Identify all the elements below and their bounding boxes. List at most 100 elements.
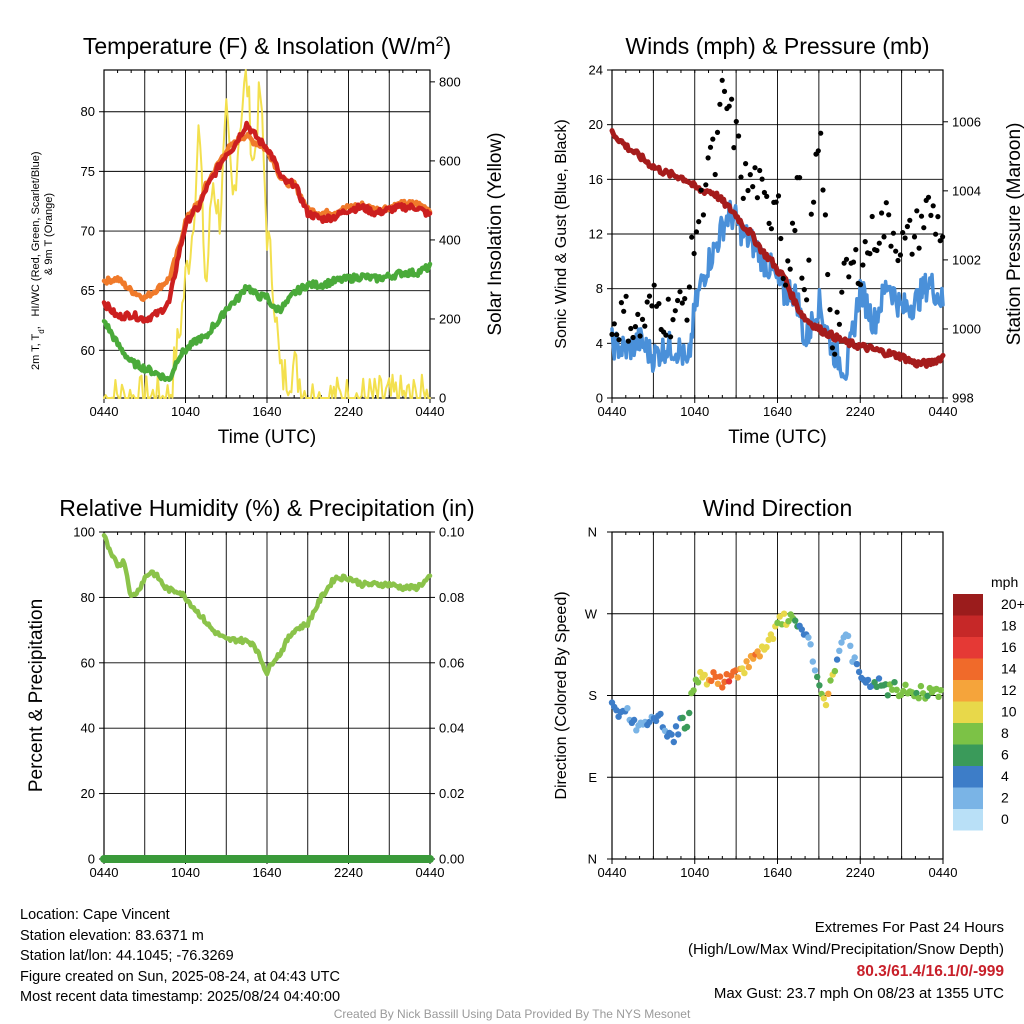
direction-point [820, 695, 827, 702]
y2-tick-label: 800 [439, 74, 461, 89]
y-tick-label: 20 [589, 117, 603, 132]
humidity-precipitation-panel: 0440 1040 1640 2240 0440 Relative Humidity (%… [26, 495, 475, 880]
legend-swatch [953, 658, 983, 680]
legend-label: 18 [1001, 618, 1017, 634]
gust-point [825, 271, 831, 278]
legend-swatch [953, 744, 983, 766]
y2-tick-label: 0.10 [439, 525, 464, 540]
figure-created: Figure created on Sun, 2025-08-24, at 04… [20, 968, 340, 985]
gust-point [921, 225, 927, 231]
extremes-values: 80.3/61.4/16.1/0/-999 [856, 963, 1004, 980]
direction-point [657, 710, 664, 718]
gust-point [721, 88, 728, 94]
gust-point [707, 144, 714, 150]
y-axis-label-line-2: & 9m T (Orange) [43, 193, 55, 275]
y-tick-label: S [588, 688, 597, 703]
direction-point [814, 673, 821, 681]
y-tick-label: N [588, 852, 597, 867]
direction-point [743, 658, 750, 665]
gust-point [900, 230, 906, 236]
gust-point [766, 220, 772, 226]
direction-point [805, 634, 812, 641]
gust-point [761, 189, 768, 196]
direction-point [780, 610, 788, 617]
direction-point [792, 617, 799, 624]
gust-point [623, 293, 629, 299]
gust-point [797, 175, 803, 181]
x-tick-label: 1040 [680, 404, 709, 419]
direction-point [694, 679, 702, 686]
gust-point [750, 184, 756, 190]
gust-point [768, 226, 775, 232]
legend-swatch [953, 766, 983, 788]
x-tick-label: 1040 [680, 865, 709, 880]
gust-point [675, 297, 681, 304]
gust-point [665, 296, 671, 302]
y-tick-label: 70 [81, 224, 95, 239]
gust-point [822, 212, 829, 218]
direction-point [701, 671, 708, 679]
temperature-insolation-panel: 0440 1040 1640 2240 0440 Temperature (F) & In… [30, 33, 506, 448]
gust-point [818, 130, 824, 136]
gust-point [785, 258, 791, 264]
gust-point [811, 199, 817, 205]
legend-label: 6 [1001, 747, 1009, 763]
direction-point [855, 668, 863, 676]
gust-point [651, 282, 657, 288]
title-superscript: 2 [436, 33, 444, 49]
gust-point [940, 234, 946, 240]
legend-label: 16 [1001, 639, 1017, 655]
y-tick-label: N [588, 525, 597, 540]
direction-point [884, 692, 891, 699]
gust-point [714, 129, 721, 135]
x-tick-label: 0440 [929, 404, 958, 419]
gust-point [679, 300, 685, 306]
y2-tick-label: 0.02 [439, 786, 464, 801]
direction-point [937, 687, 944, 694]
y2-tick-label: 0.08 [439, 590, 464, 605]
gust-point [618, 300, 625, 306]
gust-point [886, 212, 892, 218]
direction-point [683, 723, 691, 731]
pressure-line [609, 128, 946, 369]
speed-legend: mph 20+ 18 16 14 12 10 8 6 4 2 0 [953, 574, 1024, 831]
y2-tick-label: 0.00 [439, 852, 464, 867]
y2-tick-label: 200 [439, 311, 461, 326]
y2-tick-label: 998 [952, 391, 974, 406]
chart-title: Relative Humidity (%) & Precipitation (i… [59, 495, 474, 521]
gust-point [893, 248, 899, 254]
direction-point [708, 677, 715, 685]
y-axis-label: Sonic Wind & Gust (Blue, Black) [553, 119, 570, 348]
gust-point [841, 260, 847, 266]
y2-tick-label: 1002 [952, 252, 981, 267]
direction-point [745, 663, 752, 671]
gust-point [639, 316, 646, 322]
direction-point [811, 667, 819, 674]
gust-point [703, 182, 709, 188]
x-tick-label: 1040 [171, 865, 200, 880]
gust-point [635, 311, 641, 317]
legend-swatch [953, 680, 983, 702]
gust-point [731, 145, 737, 151]
station-elevation: Station elevation: 83.6371 m [20, 927, 204, 944]
legend-swatch [953, 723, 983, 745]
gust-point [684, 317, 690, 323]
gust-point [911, 234, 918, 240]
x-tick-label: 1640 [763, 404, 792, 419]
gust-point [628, 325, 634, 332]
direction-point [836, 647, 843, 654]
y-tick-label: 0 [596, 391, 603, 406]
legend-swatch [953, 637, 983, 659]
y-tick-label: 60 [81, 655, 95, 670]
y2-tick-label: 1000 [952, 321, 981, 336]
gust-point [902, 235, 908, 241]
y-axis-label-line-1: HI/WC (Red, Green, Scarlet/Blue) [30, 151, 42, 316]
chart-title: Temperature (F) & Insolation (W/m2) [83, 33, 451, 59]
direction-point [893, 686, 900, 693]
extremes-title: Extremes For Past 24 Hours [814, 919, 1004, 936]
gust-point [614, 332, 620, 338]
gust-point [907, 217, 913, 223]
y2-tick-label: 0 [439, 391, 446, 406]
gust-point [733, 118, 739, 125]
direction-point [652, 717, 660, 725]
